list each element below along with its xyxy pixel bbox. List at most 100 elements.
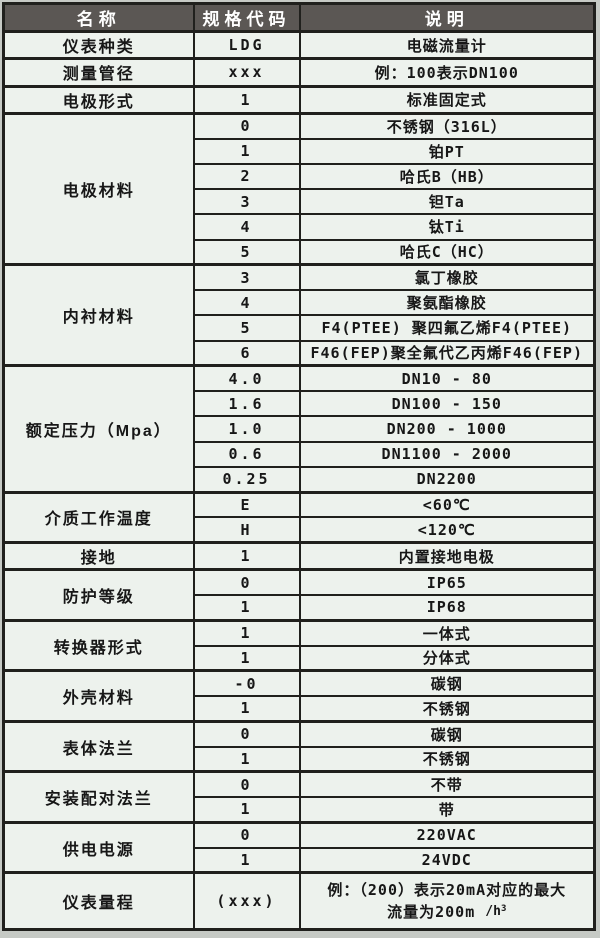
group-name-cell: 额定压力（Mpa） bbox=[2, 364, 195, 494]
code-cell: 1 bbox=[192, 594, 301, 622]
desc-cell: 钽Ta bbox=[298, 188, 596, 216]
desc-cell: 不锈钢 bbox=[298, 745, 596, 773]
code-cell: 2 bbox=[192, 162, 301, 191]
table-row: 5 哈氏C（HC） bbox=[4, 238, 596, 266]
group-name-cell: 防护等级 bbox=[2, 568, 195, 622]
desc-line: 流量为200m /h3 bbox=[303, 901, 592, 924]
desc-cell: IP65 bbox=[298, 568, 596, 597]
column-header-desc: 说明 bbox=[298, 2, 596, 33]
table-row: 额定压力（Mpa） 4.0 DN10 - 80 bbox=[2, 364, 596, 494]
desc-cell: 例：100表示DN100 bbox=[298, 57, 596, 88]
table-row: 1 不锈钢 bbox=[4, 745, 596, 773]
group-name-cell: 安装配对法兰 bbox=[2, 770, 195, 824]
group-name-cell: 电极形式 bbox=[2, 84, 195, 115]
code-cell: 1 bbox=[192, 846, 301, 874]
desc-cell: DN10 - 80 bbox=[298, 364, 596, 393]
unit-exponent: 3 bbox=[500, 904, 507, 915]
group-name-cell: 转换器形式 bbox=[2, 618, 195, 672]
table-row: 介质工作温度 E <60℃ bbox=[2, 490, 596, 544]
desc-cell: 220VAC bbox=[298, 820, 596, 849]
desc-cell: F46(FEP)聚全氟代乙丙烯F46(FEP) bbox=[298, 339, 596, 367]
code-cell: 5 bbox=[192, 314, 301, 342]
code-cell: 0.6 bbox=[192, 440, 301, 468]
table-row: 安装配对法兰 0 不带 bbox=[2, 770, 596, 824]
desc-cell: DN1100 - 2000 bbox=[298, 440, 596, 468]
table-row: 1 分体式 bbox=[4, 644, 596, 672]
table-row: 内衬材料 3 氯丁橡胶 bbox=[2, 263, 596, 367]
desc-cell: IP68 bbox=[298, 594, 596, 622]
code-cell: 3 bbox=[192, 263, 301, 292]
table-row: 1 不锈钢 bbox=[4, 695, 596, 723]
table-row: 0.6 DN1100 - 2000 bbox=[4, 440, 596, 468]
code-cell: 0 bbox=[192, 719, 301, 748]
group-name-cell: 电极材料 bbox=[2, 111, 195, 266]
table-row: 1 铂PT bbox=[4, 137, 596, 165]
table-row: 防护等级 0 IP65 bbox=[2, 568, 596, 622]
code-cell: 4 bbox=[192, 289, 301, 317]
column-header-name: 名称 bbox=[2, 2, 195, 33]
group-name-cell: 内衬材料 bbox=[2, 263, 195, 367]
table-row: 3 钽Ta bbox=[4, 188, 596, 216]
table-row: 接地 1 内置接地电极 bbox=[2, 541, 596, 571]
group-name-cell: 仪表量程 bbox=[2, 871, 195, 931]
code-cell: LDG bbox=[192, 29, 301, 60]
code-cell: E bbox=[192, 490, 301, 519]
desc-cell: 哈氏C（HC） bbox=[298, 238, 596, 266]
table-row: 转换器形式 1 一体式 bbox=[2, 618, 596, 672]
table-row: 仪表量程 (xxx) 例：（200）表示20mA对应的最大 流量为200m /h3 bbox=[2, 871, 596, 931]
group-name-cell: 供电电源 bbox=[2, 820, 195, 874]
code-cell: 0 bbox=[192, 111, 301, 140]
spec-table-body: 仪表种类 LDG 电磁流量计 测量管径 xxx 例：100表示DN100 电极形式 1 标准固定… bbox=[2, 29, 596, 931]
code-cell: 1 bbox=[192, 84, 301, 115]
table-row: 仪表种类 LDG 电磁流量计 bbox=[2, 29, 596, 60]
table-row: 供电电源 0 220VAC bbox=[2, 820, 596, 874]
table-row: H <120℃ bbox=[4, 516, 596, 544]
code-cell: 1 bbox=[192, 644, 301, 672]
desc-cell: 哈氏B（HB） bbox=[298, 162, 596, 191]
group-name-cell: 外壳材料 bbox=[2, 669, 195, 723]
header-row: 名称 规格代码 说明 bbox=[2, 2, 596, 33]
desc-cell: <60℃ bbox=[298, 490, 596, 519]
code-cell: 0 bbox=[192, 770, 301, 799]
table-row: 电极形式 1 标准固定式 bbox=[2, 84, 596, 115]
desc-cell: 带 bbox=[298, 796, 596, 824]
desc-cell: 氯丁橡胶 bbox=[298, 263, 596, 292]
desc-cell: 铂PT bbox=[298, 137, 596, 165]
table-row: 1 24VDC bbox=[4, 846, 596, 874]
group-name-cell: 接地 bbox=[2, 541, 195, 571]
code-cell: xxx bbox=[192, 57, 301, 88]
code-cell: 1 bbox=[192, 137, 301, 165]
desc-cell: F4(PTEE) 聚四氟乙烯F4(PTEE) bbox=[298, 314, 596, 342]
group-name-cell: 测量管径 bbox=[2, 57, 195, 88]
desc-line: 例：（200）表示20mA对应的最大 bbox=[327, 880, 567, 899]
table-row: 2 哈氏B（HB） bbox=[4, 162, 596, 191]
table-row: 外壳材料 -0 碳钢 bbox=[2, 669, 596, 723]
table-row: 4 聚氨酯橡胶 bbox=[4, 289, 596, 317]
table-row: 表体法兰 0 碳钢 bbox=[2, 719, 596, 773]
code-cell: 1 bbox=[192, 745, 301, 773]
code-cell: 0 bbox=[192, 568, 301, 597]
desc-cell: 标准固定式 bbox=[298, 84, 596, 115]
desc-cell: 不锈钢 bbox=[298, 695, 596, 723]
desc-cell: 聚氨酯橡胶 bbox=[298, 289, 596, 317]
code-cell: 1 bbox=[192, 541, 301, 571]
table-row: 1 IP68 bbox=[4, 594, 596, 622]
code-cell: 1.0 bbox=[192, 415, 301, 443]
column-header-code: 规格代码 bbox=[192, 2, 301, 33]
table-row: 测量管径 xxx 例：100表示DN100 bbox=[2, 57, 596, 88]
desc-text: 流量为200m bbox=[387, 903, 476, 922]
group-name-cell: 仪表种类 bbox=[2, 29, 195, 60]
flow-unit: /h bbox=[485, 904, 501, 920]
desc-cell: <120℃ bbox=[298, 516, 596, 544]
code-cell: 0 bbox=[192, 820, 301, 849]
desc-cell: 不锈钢（316L） bbox=[298, 111, 596, 140]
table-row: 6 F46(FEP)聚全氟代乙丙烯F46(FEP) bbox=[4, 339, 596, 367]
code-cell: 1.6 bbox=[192, 390, 301, 418]
desc-cell: 分体式 bbox=[298, 644, 596, 672]
desc-cell: DN2200 bbox=[298, 465, 596, 494]
desc-cell: 一体式 bbox=[298, 618, 596, 647]
code-cell: -0 bbox=[192, 669, 301, 698]
